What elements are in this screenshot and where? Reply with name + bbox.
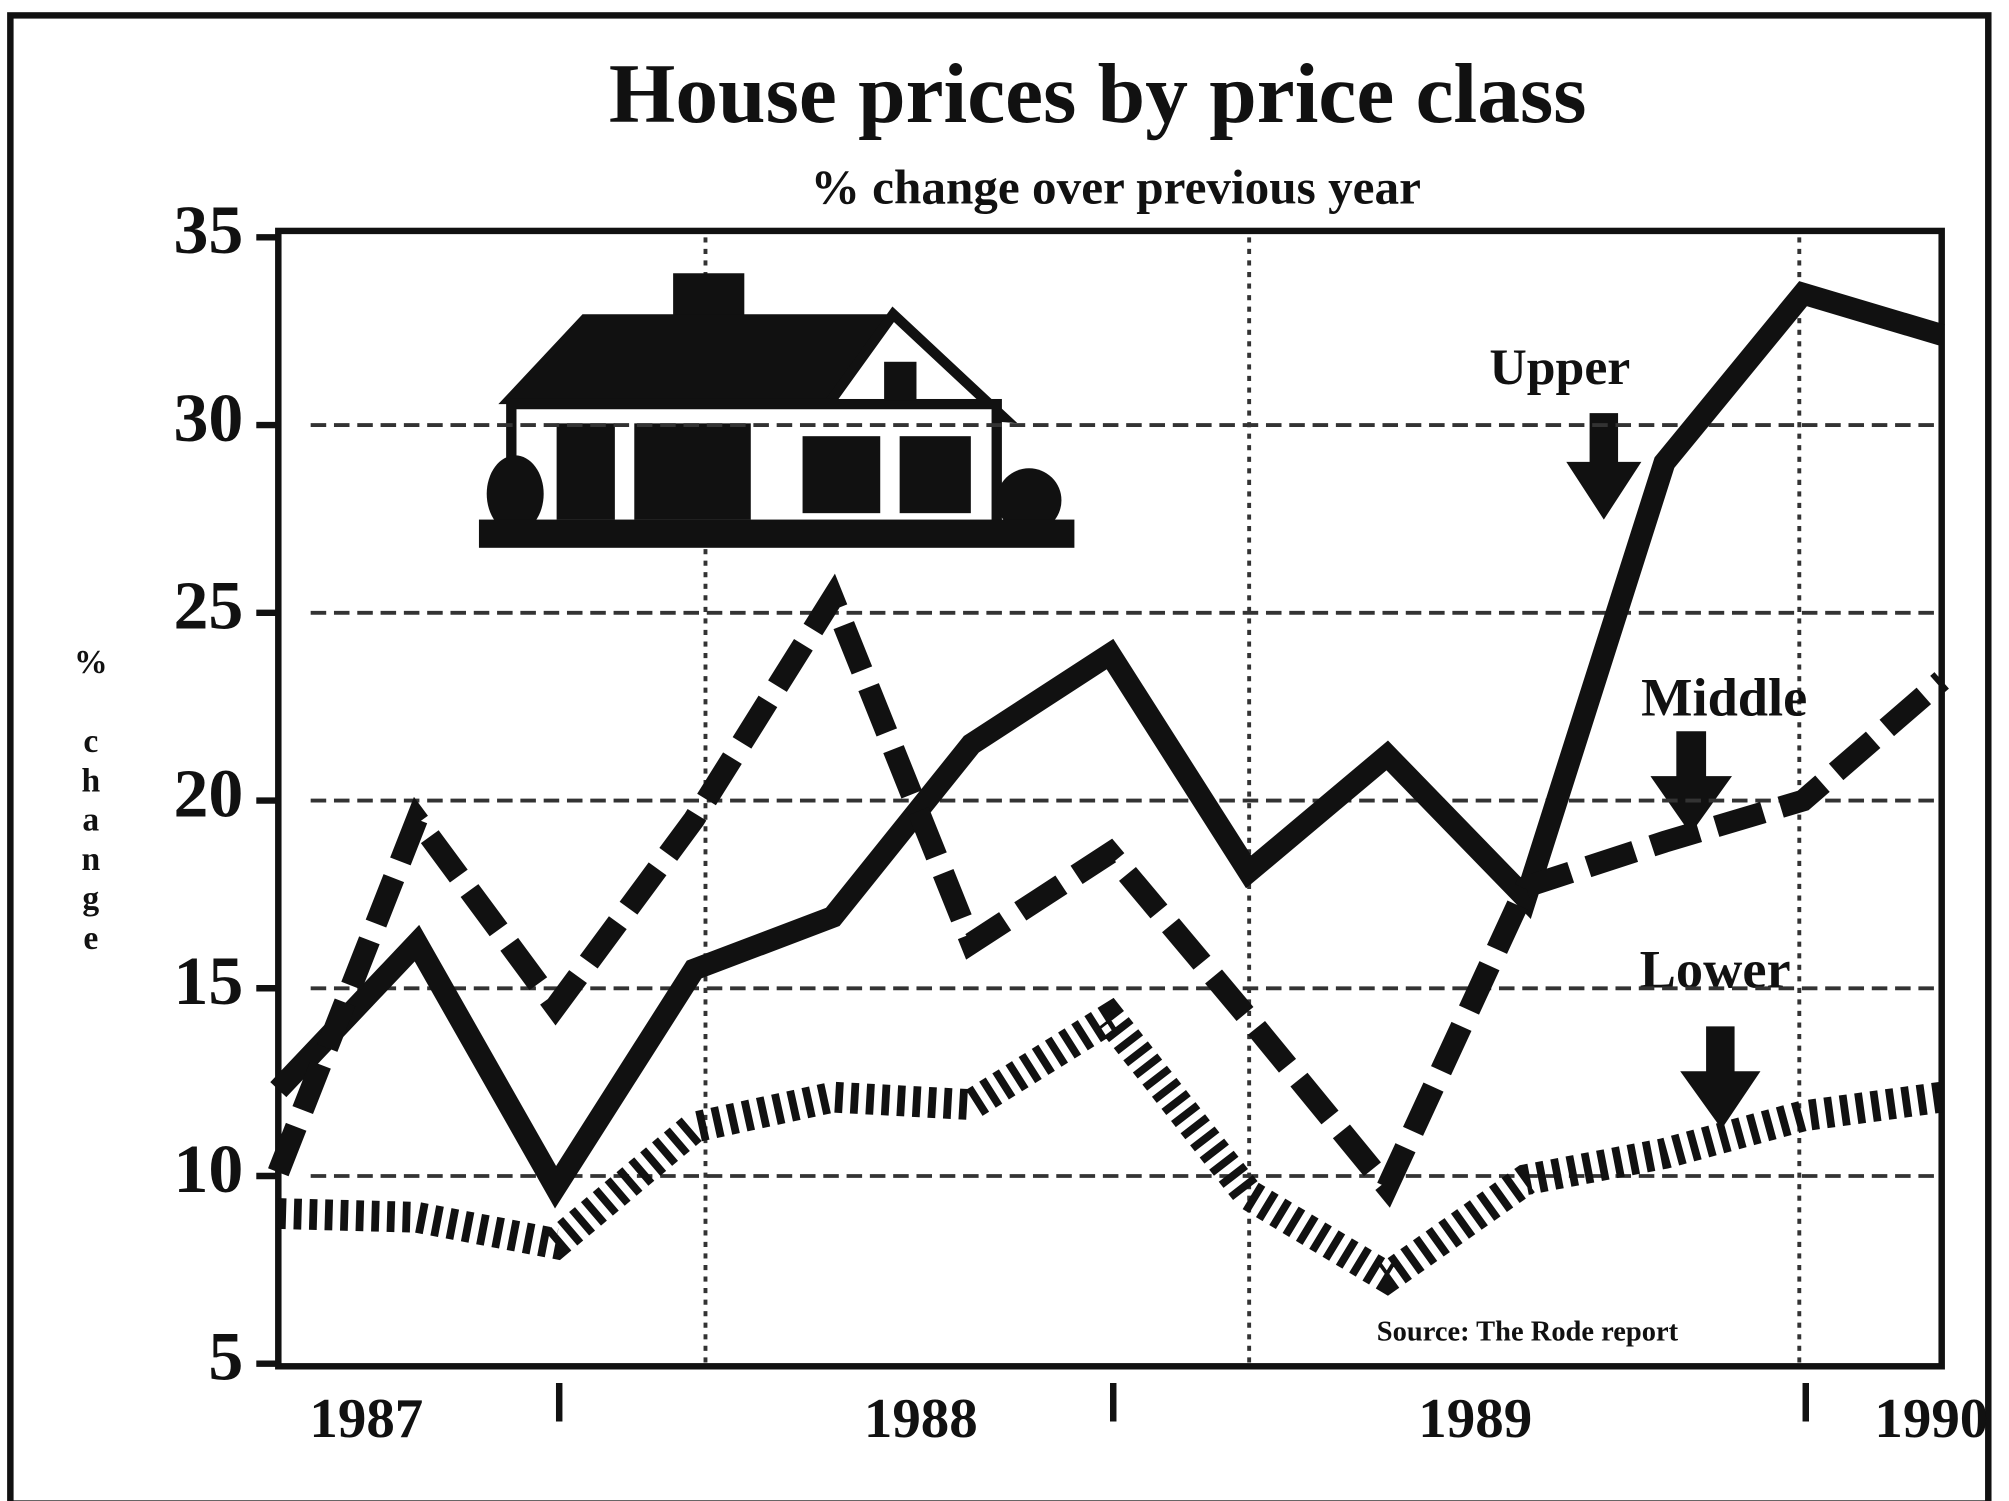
series-label: Middle [1641,668,1807,728]
series-label: Upper [1489,339,1630,396]
page: {"chart_data": {"type": "line", "title":… [0,0,2009,1501]
y-tick-label: 20 [173,756,243,833]
y-tick-label: 30 [173,380,243,457]
house-icon [479,273,1074,548]
x-tick-label: 1987 [309,1387,423,1450]
year-dividers [559,1383,1806,1421]
x-tick-label: 1988 [864,1387,978,1450]
y-tick-label: 15 [173,943,243,1020]
x-tick-label: 1990 [1874,1387,1988,1450]
x-tick-label: 1989 [1418,1387,1532,1450]
y-tick-label: 25 [173,568,243,645]
chart: House prices by price class % change ove… [0,0,2009,1501]
y-tick-label: 35 [173,193,243,270]
chart-title: House prices by price class [609,47,1587,141]
series-label: Lower [1640,940,1791,1000]
label-arrows [1566,413,1760,1129]
y-tick-label: 10 [173,1131,243,1208]
y-axis-label: % change [72,644,109,959]
chart-subtitle: % change over previous year [811,160,1421,215]
source-note: Source: The Rode report [1377,1317,1679,1348]
y-tick-label: 5 [208,1319,243,1396]
